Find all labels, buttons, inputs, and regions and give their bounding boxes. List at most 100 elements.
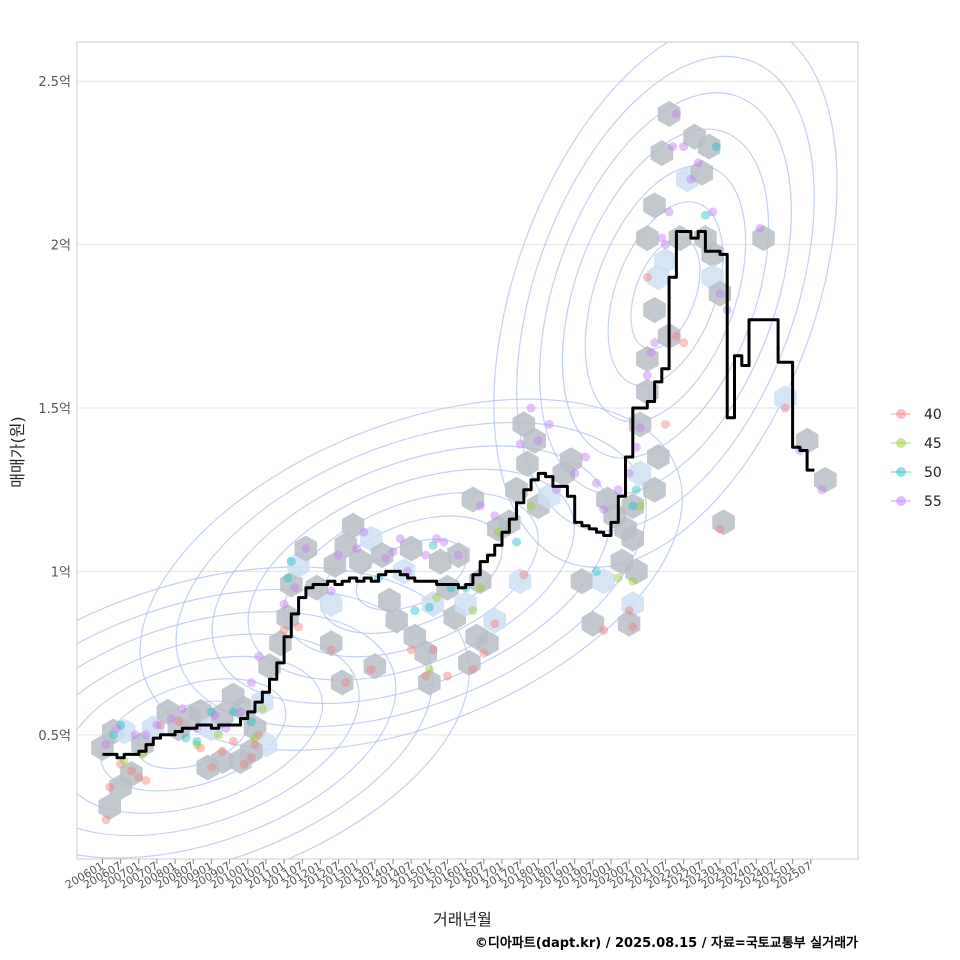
density-contour [247, 468, 575, 681]
hexbin-cell [476, 630, 499, 657]
data-point-50 [206, 707, 216, 717]
data-point-50 [228, 707, 238, 717]
data-point-40 [196, 743, 206, 753]
hexbin-cell [447, 542, 470, 569]
data-point-45 [526, 501, 536, 511]
data-point-45 [635, 501, 645, 511]
density-contour [607, 201, 724, 387]
data-point-40 [628, 622, 638, 632]
data-point-55 [235, 707, 245, 717]
data-point-40 [134, 772, 144, 782]
data-point-55 [381, 553, 391, 563]
hexbin-cell [774, 385, 797, 412]
hexbin-cell [752, 225, 775, 252]
hexbin-cell [636, 225, 659, 252]
hexbin-cell [516, 450, 539, 477]
hexbin-cell [418, 669, 441, 696]
data-point-40 [294, 622, 304, 632]
hexbin-cell [621, 591, 644, 618]
legend-key-dot [896, 438, 906, 448]
data-point-55 [693, 158, 703, 168]
hexbin-cell [647, 444, 670, 470]
density-contour [77, 566, 470, 859]
hexbin-cell [276, 604, 299, 631]
data-point-50 [192, 736, 202, 746]
data-point-45 [613, 573, 623, 583]
density-contour [516, 55, 815, 532]
data-point-40 [624, 606, 634, 616]
hexbin-cell [628, 411, 652, 438]
hexbin-cell [240, 738, 263, 765]
y-axis-title: 매매가(원) [8, 416, 27, 487]
hexbin-cell [458, 649, 481, 676]
data-point-50 [591, 566, 601, 576]
hexbin-cell [399, 535, 423, 562]
data-point-45 [628, 576, 638, 586]
hexbin-cell [378, 587, 401, 614]
data-point-55 [112, 723, 122, 733]
data-point-55 [715, 289, 725, 299]
hexbin-cell [505, 476, 528, 503]
hexbin-cell [320, 630, 343, 657]
data-point-40 [341, 678, 351, 688]
hexbin-cell [559, 447, 583, 474]
data-point-50 [116, 720, 126, 730]
hexbin-cell [330, 669, 354, 696]
data-point-50 [628, 501, 638, 511]
hexbin-cell [320, 591, 343, 618]
y-tick-label: 1억 [51, 565, 71, 580]
hexbin-cell [508, 568, 532, 595]
hexbin-cell [142, 715, 165, 742]
data-point-55 [679, 142, 689, 152]
data-point-55 [152, 720, 162, 730]
data-point-50 [246, 717, 256, 727]
y-tick-label: 1.5억 [38, 402, 71, 417]
data-point-40 [206, 762, 216, 772]
data-point-55 [439, 537, 449, 547]
hexbin-cell [581, 610, 605, 637]
legend-key-dot [896, 467, 906, 477]
data-point-45 [424, 664, 434, 674]
hexbin-cell [258, 653, 281, 680]
data-point-55 [570, 468, 580, 478]
hexbin-cell [294, 535, 318, 562]
data-point-55 [130, 730, 140, 740]
data-point-50 [424, 602, 434, 612]
hexbin-cell [323, 551, 347, 578]
hexbin-cell [98, 793, 121, 820]
data-point-55 [642, 370, 652, 380]
median-price-line [102, 230, 815, 760]
hexbin-cell [436, 574, 459, 601]
data-point-40 [246, 753, 256, 763]
data-point-40 [217, 746, 227, 756]
data-point-55 [388, 547, 398, 557]
hexbin-cell [305, 574, 328, 601]
data-point-55 [453, 550, 463, 560]
legend-label: 45 [924, 436, 942, 452]
data-point-40 [780, 403, 790, 413]
hexbin-cell [690, 159, 714, 186]
data-point-50 [711, 142, 721, 152]
data-point-55 [421, 550, 431, 560]
hexbin-cell [341, 512, 365, 539]
data-point-45 [475, 583, 485, 593]
hexbin-cell [654, 248, 677, 274]
data-point-55 [581, 452, 591, 462]
plot-panel [76, 41, 859, 860]
x-axis-title: 거래년월 [433, 910, 492, 929]
data-point-40 [101, 815, 111, 825]
hexbin-cell [643, 297, 666, 323]
hexbin-cell [570, 568, 594, 595]
data-point-40 [421, 671, 431, 681]
data-point-55 [544, 419, 554, 429]
data-point-40 [366, 664, 376, 674]
data-point-55 [599, 504, 609, 514]
hexbin-cell [349, 548, 372, 575]
data-point-55 [533, 436, 543, 446]
data-point-55 [352, 544, 362, 554]
data-point-40 [468, 664, 478, 674]
data-point-55 [490, 511, 500, 521]
data-point-55 [101, 740, 111, 750]
source-caption: ©디아파트(dapt.kr) / 2025.08.15 / 자료=국토교통부 실… [475, 935, 858, 951]
